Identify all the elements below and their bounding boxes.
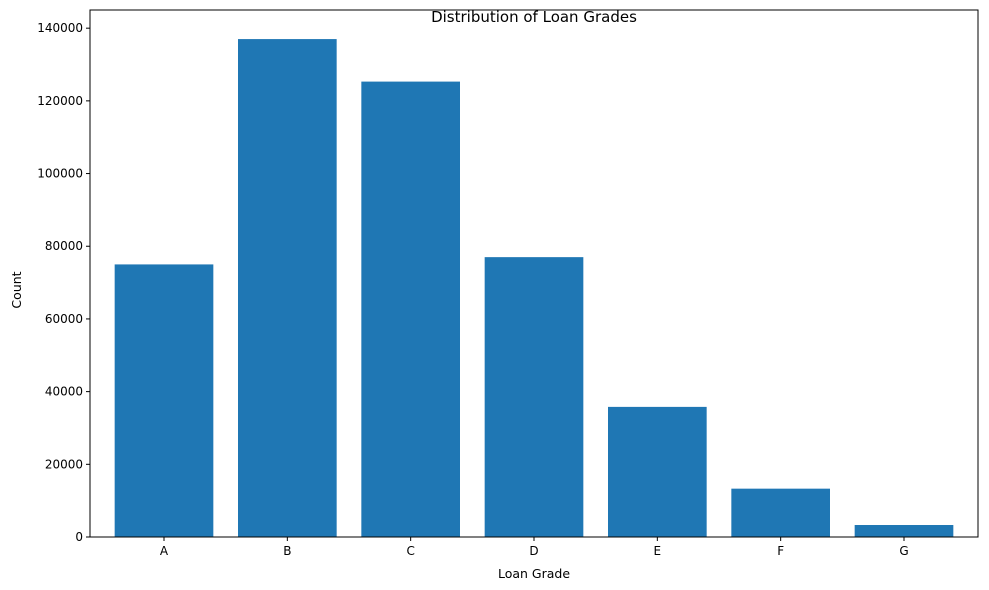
x-ticks-group: A B C D E F G — [160, 537, 909, 558]
bar-f — [731, 488, 830, 537]
chart-title: Distribution of Loan Grades — [431, 8, 637, 26]
x-tick-label: A — [160, 544, 169, 558]
bar-c — [361, 81, 460, 538]
bar-b — [238, 39, 337, 537]
x-tick-label: C — [406, 544, 414, 558]
y-tick-label: 0 — [75, 530, 83, 544]
x-tick-label: F — [777, 544, 784, 558]
x-tick-label: G — [899, 544, 908, 558]
x-tick-label: D — [529, 544, 538, 558]
bar-d — [484, 257, 584, 537]
x-tick-label: B — [283, 544, 291, 558]
y-tick-label: 60000 — [45, 312, 83, 326]
y-tick-label: 80000 — [45, 239, 83, 253]
y-tick-label: 120000 — [37, 94, 83, 108]
y-tick-label: 140000 — [37, 21, 83, 35]
x-axis-label: Loan Grade — [498, 566, 570, 581]
bar-e — [608, 406, 707, 537]
x-tick-label: E — [654, 544, 662, 558]
bar-g — [854, 525, 954, 537]
bar-a — [114, 264, 214, 537]
plot-frame — [89, 9, 979, 538]
y-tick-label: 100000 — [37, 167, 83, 181]
y-ticks-group: 0 20000 40000 60000 80000 100000 120000 140000 — [37, 21, 90, 544]
y-tick-label: 40000 — [45, 385, 83, 399]
bars-group — [114, 39, 954, 538]
y-tick-label: 20000 — [45, 457, 83, 471]
y-axis-label: Count — [9, 271, 24, 308]
